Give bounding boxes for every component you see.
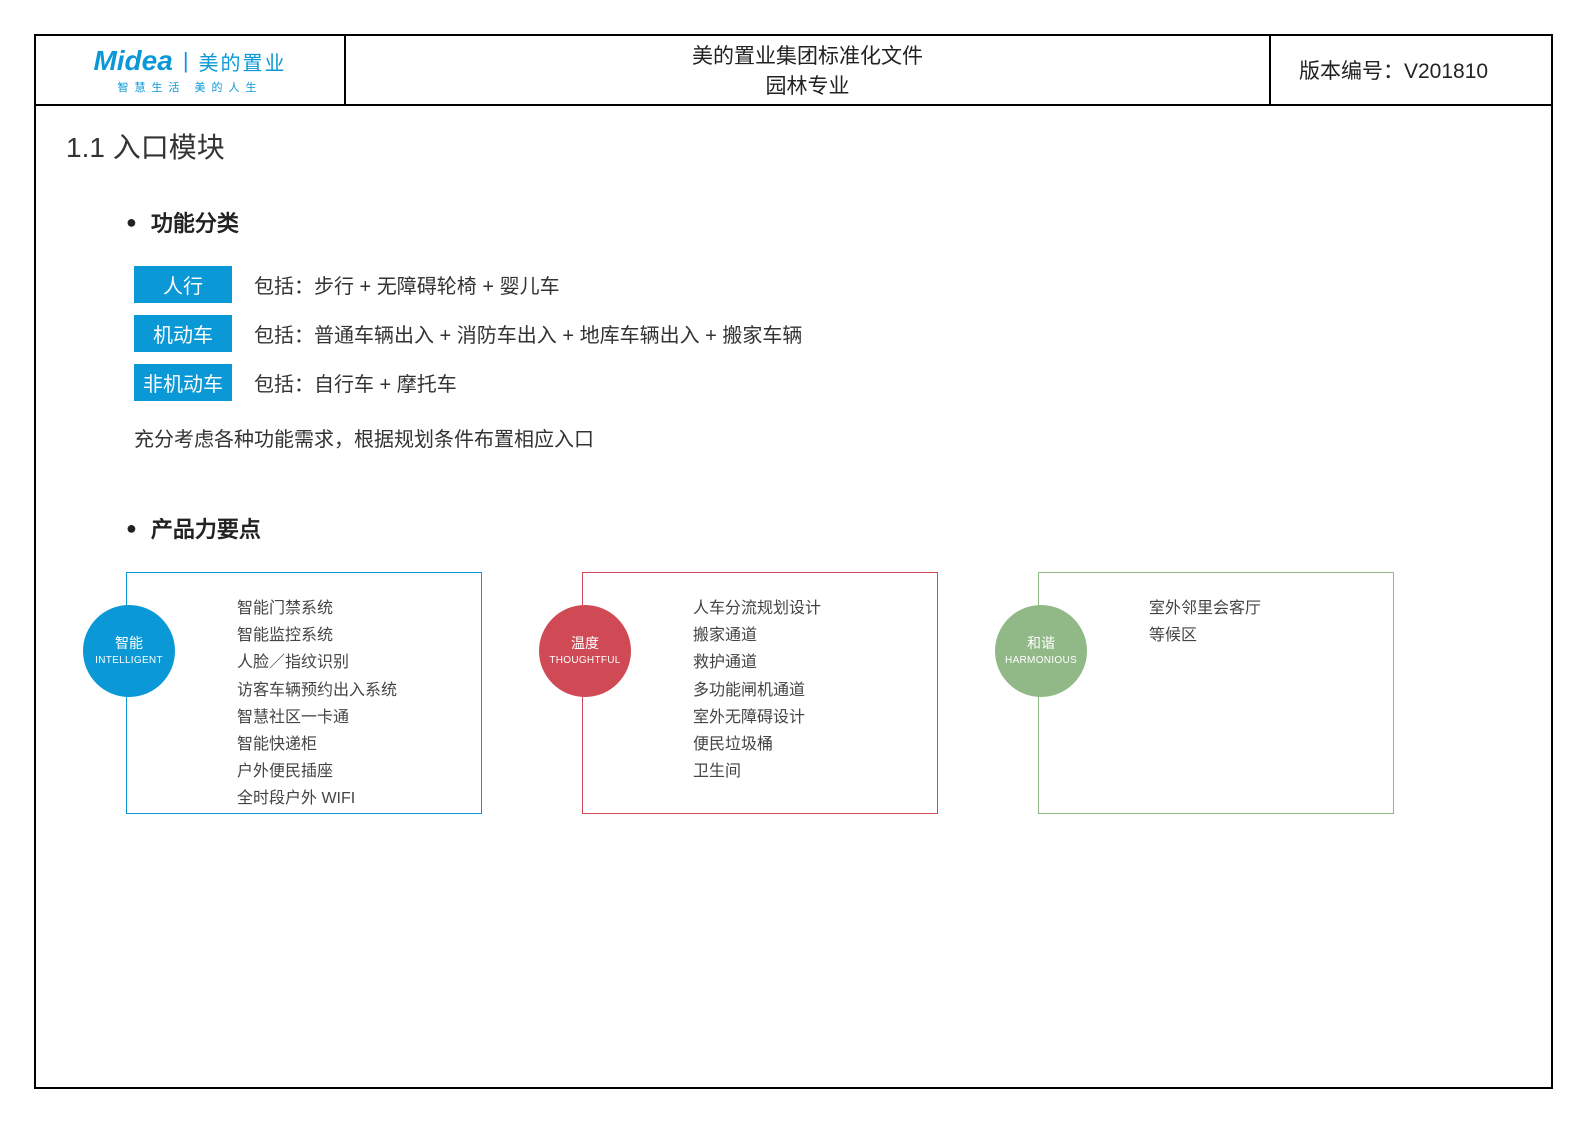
card-item: 访客车辆预约出入系统	[237, 677, 481, 704]
card-item: 便民垃圾桶	[693, 731, 937, 758]
logo-divider: |	[183, 48, 189, 74]
card-item: 智能快递柜	[237, 731, 481, 758]
header-version-cell: 版本编号：V201810	[1271, 36, 1551, 104]
card-circle-intelligent: 智能 INTELLIGENT	[83, 605, 175, 697]
card-item: 搬家通道	[693, 622, 937, 649]
cards-row: 智能 INTELLIGENT 智能门禁系统 智能监控系统 人脸／指纹识别 访客车…	[126, 572, 1521, 814]
card-circle-cn: 智能	[115, 634, 143, 654]
header-title-cell: 美的置业集团标准化文件 园林专业	[346, 36, 1271, 104]
card-item: 智慧社区一卡通	[237, 704, 481, 731]
product-title: 产品力要点	[126, 512, 1521, 544]
card-item: 人脸／指纹识别	[237, 649, 481, 676]
category-rows: 人行 包括：步行 + 无障碍轮椅 + 婴儿车 机动车 包括：普通车辆出入 + 消…	[134, 266, 1521, 452]
header-logo-cell: Midea | 美的置业 智慧生活 美的人生	[36, 36, 346, 104]
version-label: 版本编号：V201810	[1299, 55, 1488, 85]
card-item: 智能监控系统	[237, 622, 481, 649]
card-item: 救护通道	[693, 649, 937, 676]
card-circle-thoughtful: 温度 THOUGHTFUL	[539, 605, 631, 697]
category-label: 人行	[134, 266, 232, 303]
card-item: 户外便民插座	[237, 758, 481, 785]
card-item: 人车分流规划设计	[693, 595, 937, 622]
function-title: 功能分类	[126, 206, 1521, 238]
card-items-thoughtful: 人车分流规划设计 搬家通道 救护通道 多功能闸机通道 室外无障碍设计 便民垃圾桶…	[693, 595, 937, 785]
card-item: 室外无障碍设计	[693, 704, 937, 731]
product-section: 产品力要点	[126, 512, 1521, 544]
category-row: 非机动车 包括：自行车 + 摩托车	[134, 364, 1521, 401]
card-item: 多功能闸机通道	[693, 677, 937, 704]
page-frame: Midea | 美的置业 智慧生活 美的人生 美的置业集团标准化文件 园林专业 …	[34, 34, 1553, 1089]
card-item: 室外邻里会客厅	[1149, 595, 1393, 622]
card-item: 等候区	[1149, 622, 1393, 649]
card-items-harmonious: 室外邻里会客厅 等候区	[1149, 595, 1393, 649]
card-circle-cn: 温度	[571, 634, 599, 654]
function-section: 功能分类 人行 包括：步行 + 无障碍轮椅 + 婴儿车 机动车 包括：普通车辆出…	[126, 206, 1521, 452]
card-harmonious: 和谐 HARMONIOUS 室外邻里会客厅 等候区	[1038, 572, 1394, 814]
function-note: 充分考虑各种功能需求，根据规划条件布置相应入口	[134, 423, 1521, 452]
header-row: Midea | 美的置业 智慧生活 美的人生 美的置业集团标准化文件 园林专业 …	[36, 36, 1551, 106]
card-thoughtful: 温度 THOUGHTFUL 人车分流规划设计 搬家通道 救护通道 多功能闸机通道…	[582, 572, 938, 814]
card-circle-en: HARMONIOUS	[1005, 654, 1077, 668]
category-row: 机动车 包括：普通车辆出入 + 消防车出入 + 地库车辆出入 + 搬家车辆	[134, 315, 1521, 352]
category-desc: 包括：普通车辆出入 + 消防车出入 + 地库车辆出入 + 搬家车辆	[254, 319, 802, 348]
card-item: 智能门禁系统	[237, 595, 481, 622]
card-circle-en: THOUGHTFUL	[549, 654, 620, 668]
header-title-2: 园林专业	[766, 70, 850, 100]
card-item: 全时段户外 WIFI	[237, 785, 481, 812]
category-label: 机动车	[134, 315, 232, 352]
midea-logo-text: Midea	[93, 45, 172, 77]
card-item: 卫生间	[693, 758, 937, 785]
logo-line-1: Midea | 美的置业	[93, 45, 286, 77]
category-row: 人行 包括：步行 + 无障碍轮椅 + 婴儿车	[134, 266, 1521, 303]
card-circle-harmonious: 和谐 HARMONIOUS	[995, 605, 1087, 697]
card-circle-en: INTELLIGENT	[95, 654, 163, 668]
content-area: 1.1 入口模块 功能分类 人行 包括：步行 + 无障碍轮椅 + 婴儿车 机动车…	[36, 106, 1551, 834]
card-circle-cn: 和谐	[1027, 634, 1055, 654]
logo-cn: 美的置业	[199, 47, 287, 76]
logo-tagline: 智慧生活 美的人生	[117, 79, 262, 95]
section-title: 1.1 入口模块	[66, 126, 1521, 166]
category-desc: 包括：自行车 + 摩托车	[254, 368, 457, 397]
header-title-1: 美的置业集团标准化文件	[692, 40, 923, 70]
category-desc: 包括：步行 + 无障碍轮椅 + 婴儿车	[254, 270, 560, 299]
card-intelligent: 智能 INTELLIGENT 智能门禁系统 智能监控系统 人脸／指纹识别 访客车…	[126, 572, 482, 814]
category-label: 非机动车	[134, 364, 232, 401]
card-items-intelligent: 智能门禁系统 智能监控系统 人脸／指纹识别 访客车辆预约出入系统 智慧社区一卡通…	[237, 595, 481, 813]
